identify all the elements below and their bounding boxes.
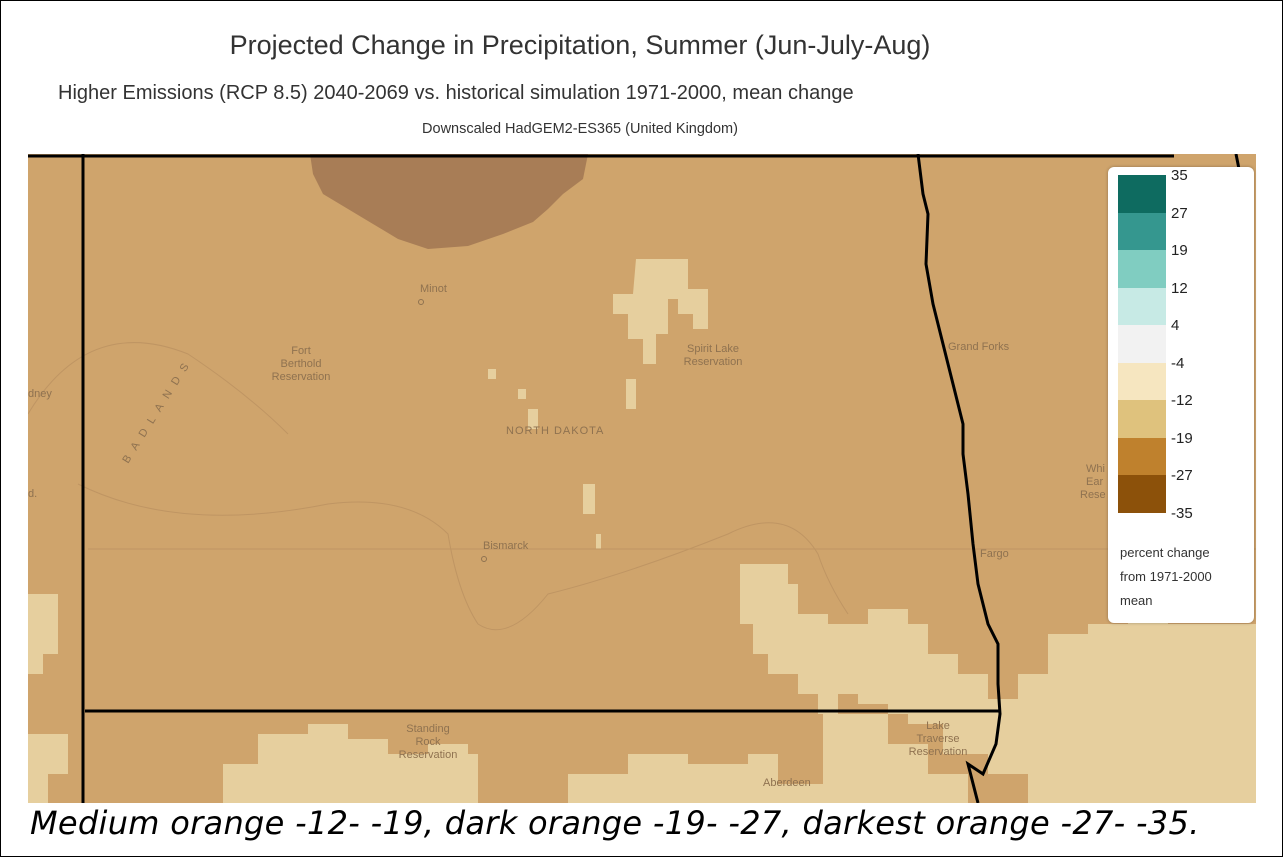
label-white-earth-3: Rese [1080, 489, 1106, 501]
legend-swatch [1118, 175, 1166, 213]
label-glendive: d. [28, 488, 37, 500]
caption: Medium orange -12- -19, dark orange -19-… [30, 804, 1200, 842]
state-borders [28, 154, 1242, 803]
map-subtitle: Higher Emissions (RCP 8.5) 2040-2069 vs.… [58, 82, 854, 104]
legend-swatch [1118, 437, 1166, 475]
label-white-earth-2: Ear [1086, 476, 1103, 488]
legend-tick-label: -35 [1171, 504, 1193, 522]
legend-swatch [1118, 250, 1166, 288]
label-standing-rock-2: Rock [415, 736, 441, 748]
legend-note-line: mean [1120, 593, 1153, 608]
label-grand-forks: Grand Forks [948, 341, 1010, 353]
legend-swatch [1118, 325, 1166, 363]
label-spirit-lake-1: Spirit Lake [687, 343, 739, 355]
label-white-earth-1: Whi [1086, 463, 1105, 475]
legend-note: percent change from 1971-2000 mean [1120, 541, 1250, 613]
legend-tick-label: 12 [1171, 279, 1188, 297]
label-minot: Minot [420, 283, 447, 295]
label-spirit-lake-2: Reservation [684, 356, 743, 368]
precipitation-map[interactable]: Minot Fort Berthold Reservation BADLANDS… [28, 154, 1256, 803]
label-lake-traverse-3: Reservation [909, 746, 968, 758]
label-bismarck: Bismarck [483, 540, 529, 552]
label-standing-rock-1: Standing [406, 723, 449, 735]
legend-swatch [1118, 475, 1166, 513]
legend-note-line: from 1971-2000 [1120, 569, 1212, 584]
label-fargo: Fargo [980, 548, 1009, 560]
label-fort-berthold-1: Fort [291, 345, 311, 357]
legend-tick-label: -19 [1171, 429, 1193, 447]
label-north-dakota: NORTH DAKOTA [506, 425, 604, 437]
label-aberdeen: Aberdeen [763, 777, 811, 789]
label-lake-traverse-1: Lake [926, 720, 950, 732]
legend-tick-label: -12 [1171, 392, 1193, 409]
legend-tick-label: -27 [1171, 467, 1193, 484]
label-lake-traverse-2: Traverse [917, 733, 960, 745]
label-sidney: dney [28, 388, 52, 400]
legend-swatch [1118, 362, 1166, 400]
legend-note-line: percent change [1120, 545, 1210, 560]
legend-swatch [1118, 212, 1166, 250]
dark-region [310, 154, 588, 249]
rivers-roads [28, 342, 1256, 631]
legend-tick-label: 27 [1171, 204, 1188, 222]
legend-tick-label: 19 [1171, 242, 1188, 259]
legend-tick-label: 4 [1171, 317, 1180, 334]
map-legend: 35 27 19 12 4 -4 -12 -19 -27 -35 percent change f… [1108, 167, 1254, 623]
legend-tick-label: 35 [1171, 167, 1188, 184]
map-title: Projected Change in Precipitation, Summe… [229, 30, 931, 60]
label-fort-berthold-3: Reservation [272, 371, 331, 383]
label-standing-rock-3: Reservation [399, 749, 458, 761]
light-regions [28, 259, 1256, 803]
legend-swatch [1118, 400, 1166, 438]
legend-swatch [1118, 287, 1166, 325]
label-fort-berthold-2: Berthold [281, 358, 322, 370]
legend-tick-label: -4 [1171, 354, 1185, 372]
map-source: Downscaled HadGEM2-ES365 (United Kingdom… [422, 121, 738, 137]
